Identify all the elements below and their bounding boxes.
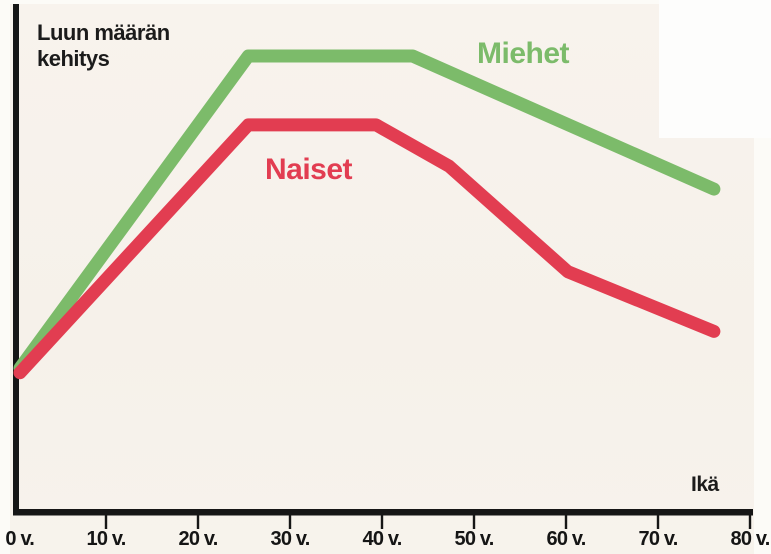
x-tick-label: 20 v. bbox=[178, 528, 219, 550]
x-tick-label: 40 v. bbox=[362, 528, 403, 550]
x-tick-label: 60 v. bbox=[546, 528, 587, 550]
x-axis bbox=[13, 509, 753, 516]
x-tick-label: 30 v. bbox=[270, 528, 311, 550]
x-axis-tick bbox=[380, 515, 384, 529]
y-axis bbox=[13, 4, 19, 515]
naiset-line bbox=[13, 118, 721, 380]
x-tick-label: 10 v. bbox=[86, 528, 127, 550]
x-axis-tick bbox=[564, 515, 568, 529]
paper-background bbox=[10, 4, 754, 554]
x-tick-label: 50 v. bbox=[454, 528, 495, 550]
x-axis-ticks bbox=[104, 515, 752, 529]
x-tick-label: 80 v. bbox=[730, 528, 771, 550]
x-axis-tick bbox=[288, 515, 292, 529]
series-lines bbox=[13, 49, 721, 380]
x-tick-label: 70 v. bbox=[638, 528, 679, 550]
x-axis-tick bbox=[196, 515, 200, 529]
x-axis-tick bbox=[656, 515, 660, 529]
x-tick-label: 0 v. bbox=[5, 528, 35, 550]
miehet-line bbox=[13, 49, 721, 375]
chart-title-line2: kehitys bbox=[37, 46, 110, 71]
x-axis-tick bbox=[472, 515, 476, 529]
chart-title-line1: Luun määrän bbox=[37, 20, 170, 45]
chart-title: Luun määrän kehitys bbox=[37, 20, 170, 72]
x-axis-label-ika: Ikä bbox=[691, 473, 719, 496]
series-label-naiset: Naiset bbox=[265, 153, 353, 186]
x-axis-tick bbox=[104, 515, 108, 529]
scan-white-corner bbox=[659, 0, 771, 138]
x-axis-tick bbox=[748, 515, 752, 529]
series-label-miehet: Miehet bbox=[477, 37, 570, 70]
